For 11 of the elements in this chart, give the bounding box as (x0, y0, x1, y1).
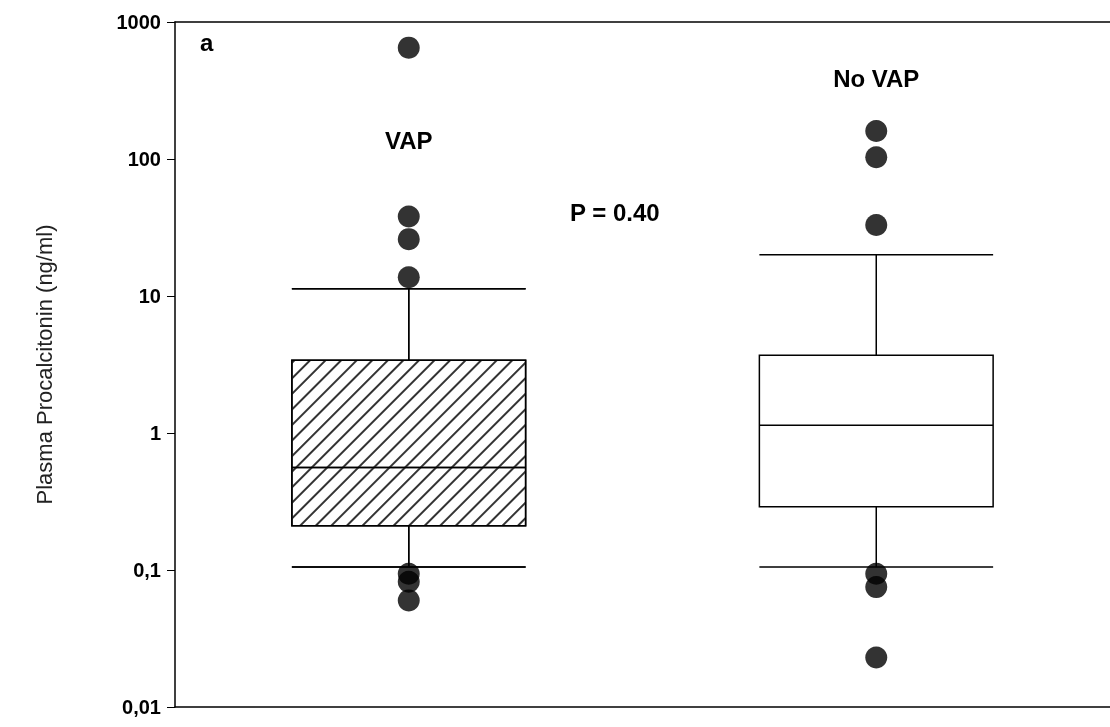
y-tick-label: 1000 (116, 11, 161, 33)
y-tick-label: 10 (138, 285, 161, 307)
y-tick-label: 100 (127, 148, 161, 170)
y-tick-label: 0,01 (122, 696, 161, 718)
y-tick-label: 1 (149, 422, 161, 444)
x-tick-label: No VAP (833, 64, 920, 92)
y-tick-label: 0,1 (133, 559, 161, 581)
annotation: a (200, 28, 214, 56)
annotation: P = 0.40 (570, 198, 660, 226)
x-tick-label: VAP (384, 126, 433, 154)
y-axis-title: Plasma Procalcitonin (ng/ml) (31, 224, 57, 505)
